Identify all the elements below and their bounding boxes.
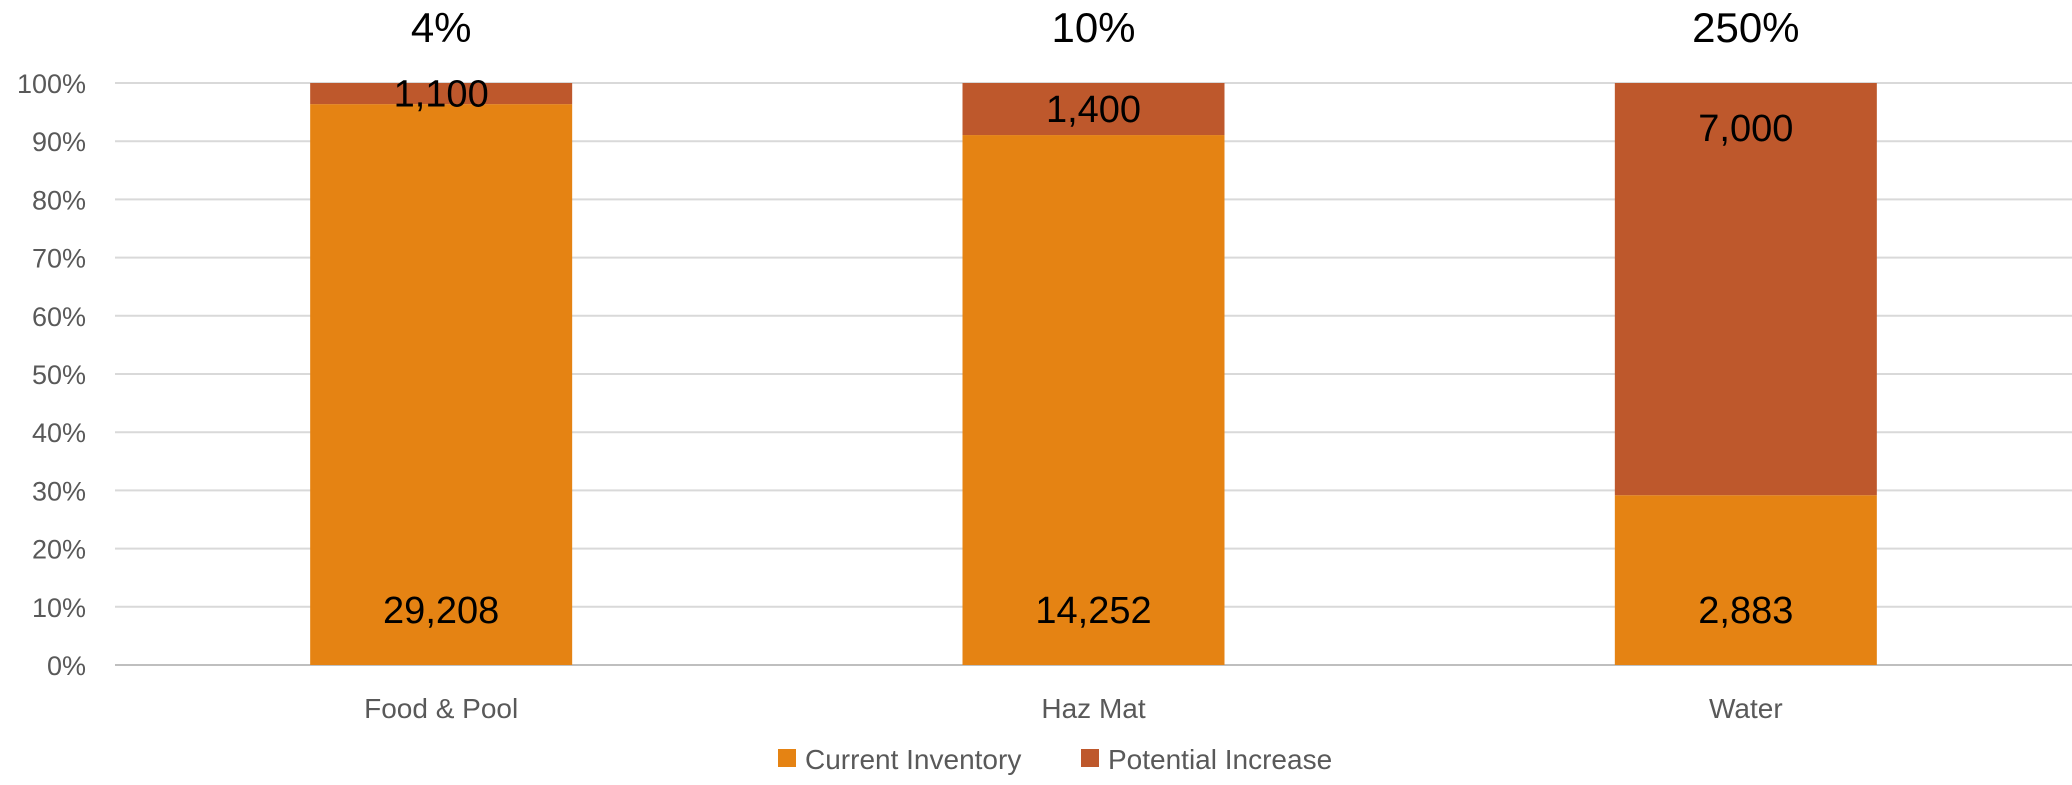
x-tick-label: Haz Mat <box>1041 693 1145 724</box>
y-tick-label: 50% <box>32 360 86 390</box>
data-label: 1,400 <box>1046 89 1141 131</box>
x-tick-label: Water <box>1709 693 1783 724</box>
bar-segment-current-inventory <box>1614 495 1877 665</box>
legend-label: Potential Increase <box>1108 744 1332 775</box>
bar-segment-potential-increase <box>1614 83 1877 496</box>
bar-segment-potential-increase <box>310 83 573 105</box>
y-tick-label: 0% <box>47 651 86 681</box>
y-axis: 0% 10% 20% 30% 40% 50% 60% 70% 80% 90% 100% <box>17 69 86 681</box>
legend-swatch <box>1081 749 1099 767</box>
percent-increase-label: 250% <box>1692 4 1799 51</box>
y-tick-label: 20% <box>32 535 86 565</box>
legend-label: Current Inventory <box>805 744 1021 775</box>
data-labels: 29,208 1,100 14,252 1,400 2,883 7,000 <box>383 74 1793 632</box>
y-tick-label: 90% <box>32 127 86 157</box>
percent-increase-label: 4% <box>411 4 472 51</box>
data-label: 29,208 <box>383 590 499 632</box>
y-tick-label: 70% <box>32 244 86 274</box>
data-label: 7,000 <box>1698 108 1793 150</box>
bar-segment-current-inventory <box>310 104 573 665</box>
percent-increase-label: 10% <box>1051 4 1135 51</box>
y-tick-label: 60% <box>32 302 86 332</box>
data-label: 14,252 <box>1035 590 1151 632</box>
bars <box>310 83 1877 665</box>
y-tick-label: 40% <box>32 418 86 448</box>
bar-segment-current-inventory <box>962 135 1225 665</box>
x-tick-label: Food & Pool <box>364 693 518 724</box>
data-label: 2,883 <box>1698 590 1793 632</box>
bar-segment-potential-increase <box>962 83 1225 136</box>
legend: Current Inventory Potential Increase <box>778 744 1332 775</box>
y-tick-label: 10% <box>32 593 86 623</box>
legend-swatch <box>778 749 796 767</box>
y-tick-label: 30% <box>32 476 86 506</box>
percent-annotations: 4% 10% 250% <box>411 4 1800 51</box>
data-label: 1,100 <box>394 74 489 116</box>
y-tick-label: 100% <box>17 69 86 99</box>
y-tick-label: 80% <box>32 185 86 215</box>
x-axis: Food & Pool Haz Mat Water <box>364 693 1783 724</box>
